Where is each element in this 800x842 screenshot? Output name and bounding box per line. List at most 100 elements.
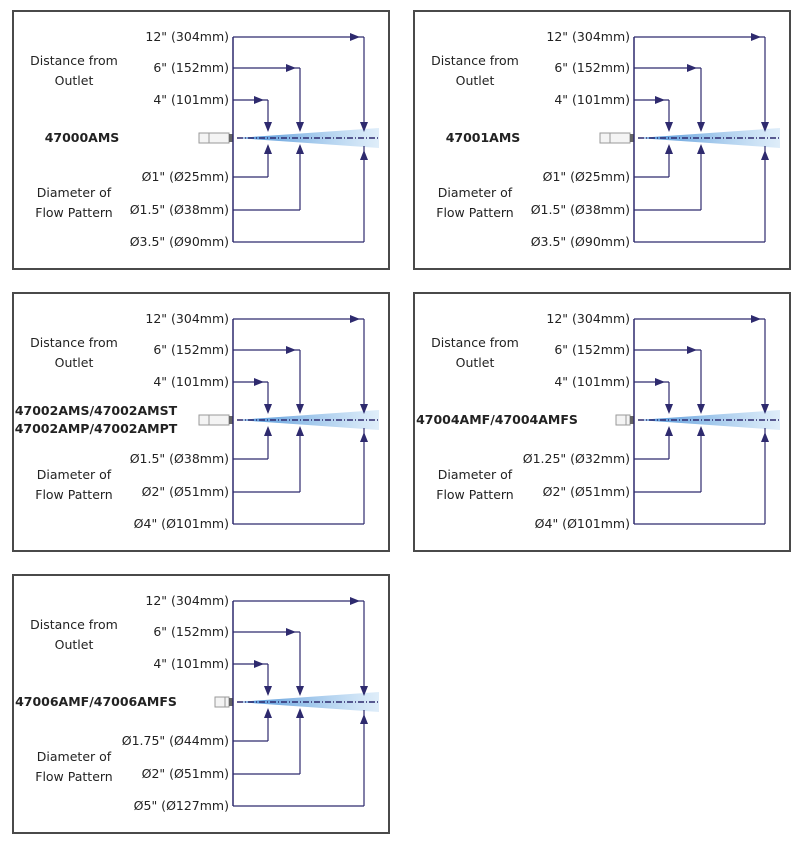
distance-label: 4" (101mm) <box>153 374 229 389</box>
arrowhead-icon <box>761 404 769 414</box>
arrowhead-icon <box>296 686 304 696</box>
diameter-label: Ø4" (Ø101mm) <box>134 516 229 531</box>
arrowhead-icon <box>360 432 368 442</box>
arrowhead-icon <box>264 686 272 696</box>
arrowhead-icon <box>697 426 705 436</box>
spray-diagram-panel: Distance from Outlet Diameter of Flow Patte… <box>12 292 390 552</box>
arrowhead-icon <box>350 315 360 323</box>
diameter-arrow <box>233 144 272 178</box>
arrowhead-icon <box>254 96 264 104</box>
distance-arrow <box>233 64 304 132</box>
spray-diagram-panel: Distance from Outlet Diameter of Flow Patte… <box>413 10 791 270</box>
arrowhead-icon <box>296 144 304 154</box>
diameter-of-flow-pattern-label: Flow Pattern <box>35 205 112 220</box>
arrowhead-icon <box>687 64 697 72</box>
distance-arrow <box>634 315 769 414</box>
diameter-label: Ø1" (Ø25mm) <box>543 169 630 184</box>
diameter-arrow <box>634 146 769 243</box>
distance-from-outlet-label: Outlet <box>55 73 94 88</box>
diameter-arrow <box>634 144 673 178</box>
arrowhead-icon <box>360 122 368 132</box>
diameter-label: Ø4" (Ø101mm) <box>535 516 630 531</box>
distance-from-outlet-label: Outlet <box>456 355 495 370</box>
diameter-of-flow-pattern-label: Flow Pattern <box>35 769 112 784</box>
arrowhead-icon <box>296 404 304 414</box>
diameter-arrow <box>634 426 705 493</box>
diameter-of-flow-pattern-label: Diameter of <box>37 749 112 764</box>
arrowhead-icon <box>264 144 272 154</box>
diameter-label: Ø3.5" (Ø90mm) <box>130 234 229 249</box>
diameter-arrow <box>233 426 272 460</box>
arrowhead-icon <box>751 315 761 323</box>
diameter-arrow <box>233 708 272 742</box>
distance-label: 6" (152mm) <box>554 60 630 75</box>
nozzle-icon <box>198 132 230 144</box>
distance-arrow <box>634 346 705 414</box>
diameter-label: Ø1.25" (Ø32mm) <box>523 451 630 466</box>
nozzle-icon <box>214 696 230 708</box>
diameter-arrow <box>634 428 769 525</box>
arrowhead-icon <box>296 426 304 436</box>
diameter-arrow <box>233 146 368 243</box>
spray-diagram-panel: Distance from Outlet Diameter of Flow Patte… <box>12 10 390 270</box>
nozzle-tip-icon <box>229 416 233 424</box>
arrowhead-icon <box>697 144 705 154</box>
model-number: 47006AMF/47006AMFS <box>15 694 177 709</box>
diameter-of-flow-pattern-label: Diameter of <box>438 467 513 482</box>
diagram-svg: Distance from Outlet Diameter of Flow Patte… <box>15 593 380 813</box>
distance-from-outlet-label: Distance from <box>431 335 519 350</box>
distance-label: 12" (304mm) <box>546 29 630 44</box>
arrowhead-icon <box>665 404 673 414</box>
distance-label: 12" (304mm) <box>145 29 229 44</box>
arrowhead-icon <box>665 426 673 436</box>
arrowhead-icon <box>254 660 264 668</box>
distance-arrow <box>233 346 304 414</box>
arrowhead-icon <box>254 378 264 386</box>
arrowhead-icon <box>665 144 673 154</box>
distance-label: 12" (304mm) <box>145 593 229 608</box>
arrowhead-icon <box>655 96 665 104</box>
distance-from-outlet-label: Distance from <box>30 335 118 350</box>
distance-label: 4" (101mm) <box>554 92 630 107</box>
nozzle-tip-icon <box>630 134 634 142</box>
diameter-arrow <box>634 144 705 211</box>
arrowhead-icon <box>665 122 673 132</box>
arrowhead-icon <box>360 150 368 160</box>
arrowhead-icon <box>697 404 705 414</box>
diameter-label: Ø1" (Ø25mm) <box>142 169 229 184</box>
distance-label: 12" (304mm) <box>546 311 630 326</box>
diagram-svg: Distance from Outlet Diameter of Flow Patte… <box>30 29 380 249</box>
distance-arrow <box>233 378 272 414</box>
distance-arrow <box>634 378 673 414</box>
distance-arrow <box>233 33 368 132</box>
arrowhead-icon <box>655 378 665 386</box>
spray-diagram-panel: Distance from Outlet Diameter of Flow Patte… <box>12 574 390 834</box>
distance-label: 4" (101mm) <box>153 656 229 671</box>
arrowhead-icon <box>761 122 769 132</box>
diameter-of-flow-pattern-label: Flow Pattern <box>35 487 112 502</box>
arrowhead-icon <box>296 708 304 718</box>
arrowhead-icon <box>761 432 769 442</box>
nozzle-tip-icon <box>229 698 233 706</box>
diameter-of-flow-pattern-label: Diameter of <box>37 185 112 200</box>
diameter-label: Ø1.5" (Ø38mm) <box>130 451 229 466</box>
distance-label: 6" (152mm) <box>153 60 229 75</box>
distance-label: 4" (101mm) <box>554 374 630 389</box>
distance-arrow <box>634 64 705 132</box>
model-number: 47004AMF/47004AMFS <box>416 412 578 427</box>
distance-label: 12" (304mm) <box>145 311 229 326</box>
diameter-label: Ø1.5" (Ø38mm) <box>130 202 229 217</box>
nozzle-tip-icon <box>630 416 634 424</box>
arrowhead-icon <box>751 33 761 41</box>
model-number: 47001AMS <box>446 130 521 145</box>
distance-from-outlet-label: Outlet <box>456 73 495 88</box>
diagram-svg: Distance from Outlet Diameter of Flow Patte… <box>416 311 781 531</box>
nozzle-icon <box>198 414 230 426</box>
diameter-label: Ø2" (Ø51mm) <box>142 766 229 781</box>
diameter-of-flow-pattern-label: Diameter of <box>37 467 112 482</box>
distance-arrow <box>634 33 769 132</box>
distance-from-outlet-label: Distance from <box>30 617 118 632</box>
arrowhead-icon <box>697 122 705 132</box>
distance-label: 6" (152mm) <box>153 342 229 357</box>
diameter-of-flow-pattern-label: Flow Pattern <box>436 205 513 220</box>
